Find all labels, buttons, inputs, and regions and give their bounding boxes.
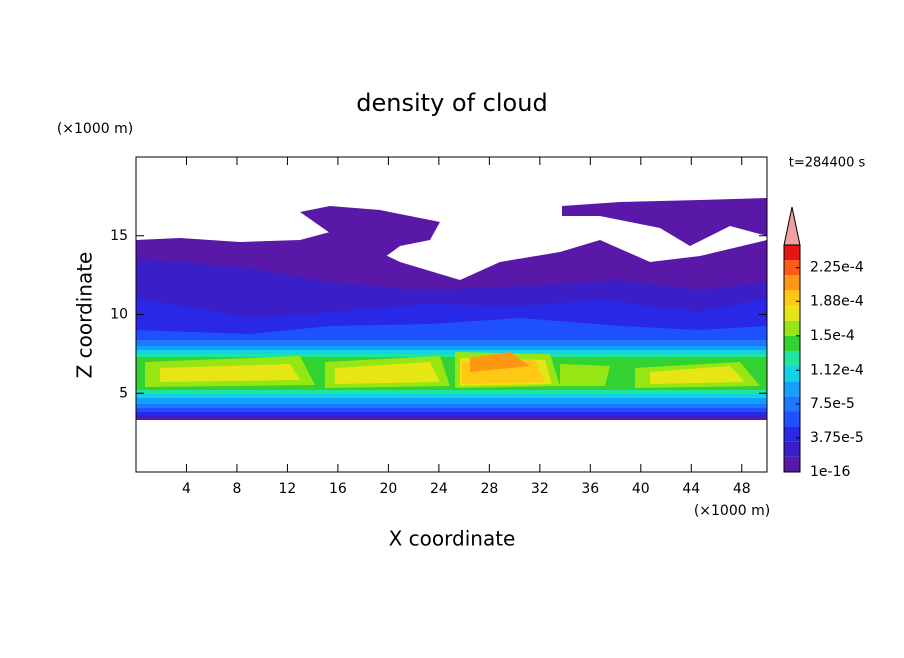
x-tick-label: 16 <box>329 481 347 497</box>
x-tick-label: 32 <box>531 481 549 497</box>
x-tick-label: 20 <box>379 481 397 497</box>
x-tick-label: 36 <box>581 481 599 497</box>
x-unit: (×1000 m) <box>694 503 770 519</box>
colorbar-band <box>784 426 800 442</box>
x-tick-label: 28 <box>480 481 498 497</box>
contour-band <box>470 352 530 372</box>
contour-band <box>335 362 440 384</box>
x-axis-label: X coordinate <box>389 527 516 551</box>
y-tick-label: 15 <box>110 228 128 244</box>
colorbar-tick-label: 3.75e-5 <box>810 430 864 446</box>
x-tick-label: 24 <box>430 481 448 497</box>
colorbar-band <box>784 411 800 427</box>
colorbar-band <box>784 366 800 382</box>
chart-title: density of cloud <box>356 89 547 117</box>
y-axis-label: Z coordinate <box>73 252 97 379</box>
colorbar-band <box>784 456 800 472</box>
contour-field <box>136 198 767 420</box>
contour-band <box>560 364 610 386</box>
colorbar-band <box>784 381 800 397</box>
contour-band <box>160 364 300 382</box>
colorbar-tick-label: 1.88e-4 <box>810 293 864 309</box>
x-tick-label: 44 <box>682 481 700 497</box>
x-tick-label: 12 <box>279 481 297 497</box>
x-tick-label: 40 <box>632 481 650 497</box>
x-tick-label: 48 <box>733 481 751 497</box>
colorbar-band <box>784 350 800 367</box>
y-tick-label: 10 <box>110 307 128 323</box>
contour-band <box>650 366 745 384</box>
colorbar-band <box>784 335 800 351</box>
colorbar-tick-label: 7.5e-5 <box>810 396 855 412</box>
colorbar-tick-label: 1e-16 <box>810 464 850 480</box>
colorbar-tick-label: 1.5e-4 <box>810 328 855 344</box>
colorbar-tick-label: 2.25e-4 <box>810 260 864 276</box>
time-annotation: t=284400 s <box>789 156 866 171</box>
colorbar-band <box>784 245 800 261</box>
x-tick-label: 4 <box>182 481 191 497</box>
colorbar-band <box>784 396 800 412</box>
colorbar-band <box>784 290 800 306</box>
colorbar-tick-label: 1.12e-4 <box>810 362 864 378</box>
colorbar-band <box>784 275 800 291</box>
y-unit: (×1000 m) <box>57 121 133 137</box>
contour-band <box>300 206 440 268</box>
colorbar-frame <box>783 244 801 473</box>
contour-band <box>562 198 767 246</box>
colorbar-band <box>784 320 800 336</box>
y-tick-label: 5 <box>119 385 128 401</box>
colorbar-band <box>784 260 800 276</box>
colorbar-band <box>784 441 800 457</box>
colorbar-band <box>784 305 800 321</box>
x-tick-label: 8 <box>232 481 241 497</box>
